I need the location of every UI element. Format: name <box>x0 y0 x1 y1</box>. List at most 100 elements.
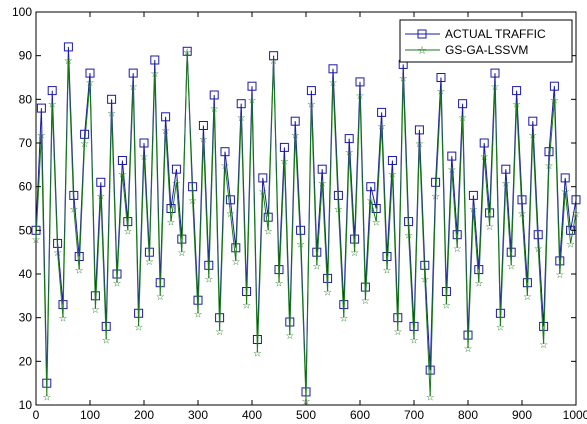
x-tick-label: 700 <box>404 408 424 422</box>
series-1-point: ☆ <box>561 187 570 198</box>
series-0-point <box>544 147 554 157</box>
y-tick-label: 60 <box>19 180 33 194</box>
series-0-point <box>236 99 246 109</box>
series-1-point: ☆ <box>334 205 343 216</box>
x-tick-label: 400 <box>242 408 262 422</box>
series-1-point: ☆ <box>275 279 284 290</box>
series-0-point <box>436 73 446 82</box>
series-1-point: ☆ <box>485 222 494 233</box>
series-1-point: ☆ <box>237 113 246 124</box>
legend-marker-actual <box>417 29 427 39</box>
series-1-point: ☆ <box>150 69 159 80</box>
legend-marker-pred: ☆ <box>417 44 427 57</box>
series-1-point: ☆ <box>91 305 100 316</box>
series-0-point <box>166 204 176 213</box>
series-0-point <box>171 164 181 174</box>
series-1-point: ☆ <box>210 104 219 115</box>
series-1-point: ☆ <box>512 100 521 111</box>
series-1-point: ☆ <box>442 301 451 312</box>
series-1-point: ☆ <box>420 274 429 285</box>
series-1-point: ☆ <box>123 226 132 237</box>
series-0-point <box>290 116 300 126</box>
y-tick-label: 100 <box>12 5 32 19</box>
series-0-point <box>387 156 397 165</box>
series-0-point <box>128 68 138 78</box>
series-1-point: ☆ <box>366 196 375 207</box>
series-1-point: ☆ <box>539 340 548 351</box>
series-1-point: ☆ <box>383 266 392 277</box>
series-1-point: ☆ <box>528 130 537 141</box>
series-1-point: ☆ <box>447 165 456 176</box>
series-0-point <box>117 156 127 165</box>
series-1-point: ☆ <box>194 309 203 320</box>
series-1-point: ☆ <box>75 266 84 277</box>
series-1-point: ☆ <box>113 279 122 290</box>
series-0-point <box>414 125 424 135</box>
series-0-point <box>161 112 171 122</box>
series-1-point: ☆ <box>221 161 230 172</box>
series-1-point: ☆ <box>188 196 197 207</box>
series-1-point: ☆ <box>393 327 402 338</box>
series-1-point: ☆ <box>474 279 483 290</box>
series-1-point: ☆ <box>410 336 419 347</box>
series-0-point <box>150 55 160 65</box>
series-0-point <box>528 116 538 126</box>
series-1-point: ☆ <box>491 82 500 93</box>
series-0-point <box>425 365 435 375</box>
series-0-point <box>447 151 457 161</box>
series-1-point: ☆ <box>534 244 543 255</box>
series-1-point: ☆ <box>318 178 327 189</box>
y-tick-label: 20 <box>19 354 33 368</box>
y-tick-label: 40 <box>19 267 33 281</box>
plot-area <box>35 11 577 406</box>
series-layer: ☆ ☆ ☆ ☆ ☆ ☆ ☆ ☆ ☆ ☆ ☆ ☆ ☆ ☆ ☆ ☆ ☆ ☆ ☆ ☆ ☆ ☆ ☆ ☆ ☆ ☆ ☆ ☆ ☆ ☆ ☆ ☆ ☆ ☆ ☆ ☆ ☆ ☆ ☆ ☆… <box>31 42 581 408</box>
series-1-point: ☆ <box>550 95 559 106</box>
legend-label-actual: ACTUAL TRAFFIC <box>445 27 546 41</box>
series-1-point: ☆ <box>426 392 435 403</box>
series-1-point: ☆ <box>555 270 564 281</box>
series-1-point: ☆ <box>469 205 478 216</box>
series-1-point: ☆ <box>48 100 57 111</box>
series-0-point <box>85 68 95 78</box>
series-0-point <box>47 86 57 96</box>
series-0-point <box>107 94 117 104</box>
series-0-point <box>549 81 559 91</box>
series-1-point: ☆ <box>453 244 462 255</box>
series-0-point <box>247 81 257 91</box>
y-tick-label: 30 <box>19 311 33 325</box>
x-tick-label: 600 <box>350 408 370 422</box>
series-1-point: ☆ <box>102 336 111 347</box>
x-tick-label: 900 <box>512 408 532 422</box>
series-1-point: ☆ <box>361 296 370 307</box>
series-1-point: ☆ <box>431 191 440 202</box>
series-1-point: ☆ <box>323 288 332 299</box>
series-1-point: ☆ <box>53 248 62 259</box>
series-1-point: ☆ <box>156 292 165 303</box>
series-0-point <box>377 107 387 117</box>
series-1-point: ☆ <box>480 152 489 163</box>
series-0-point <box>306 86 316 96</box>
series-1-point: ☆ <box>523 292 532 303</box>
series-0-point <box>479 138 489 148</box>
series-1-point: ☆ <box>118 170 127 181</box>
series-0-point <box>512 86 522 96</box>
series-1-point: ☆ <box>458 113 467 124</box>
series-0-point <box>490 68 500 78</box>
series-1-point: ☆ <box>269 56 278 67</box>
series-1-point: ☆ <box>545 161 554 172</box>
series-0-point <box>501 164 511 174</box>
series-1-point: ☆ <box>372 218 381 229</box>
legend-label-pred: GS-GA-LSSVM <box>445 43 528 57</box>
series-1-point: ☆ <box>415 139 424 150</box>
series-0-point <box>198 121 208 130</box>
series-1-point: ☆ <box>350 248 359 259</box>
series-0-point <box>220 147 230 157</box>
x-tick-label: 800 <box>458 408 478 422</box>
series-0-point <box>63 42 73 52</box>
series-1-point: ☆ <box>518 209 527 220</box>
series-1-point: ☆ <box>572 209 581 220</box>
series-1-point: ☆ <box>145 257 154 268</box>
series-1-point: ☆ <box>80 139 89 150</box>
series-1-point: ☆ <box>399 74 408 85</box>
